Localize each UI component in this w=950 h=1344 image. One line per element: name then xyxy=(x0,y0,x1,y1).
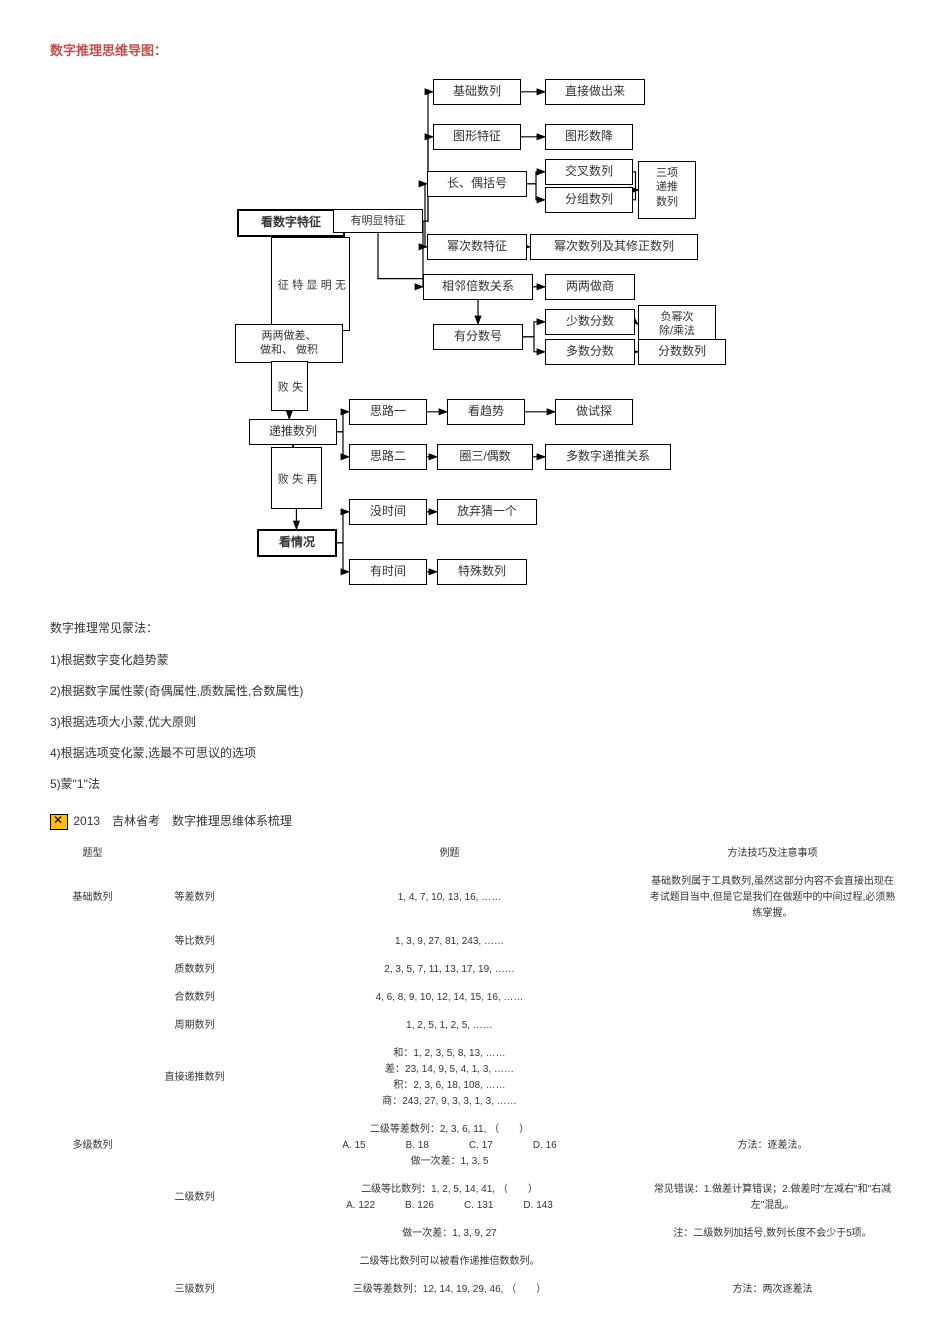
tips-list: 1)根据数字变化趋势蒙 2)根据数字属性蒙(奇偶属性,质数属性,合数属性) 3)… xyxy=(50,651,900,792)
node-mici: 幂次数特征 xyxy=(427,234,527,260)
method-table: 题型 例题 方法技巧及注意事项 基础数列等差数列1, 4, 7, 10, 13,… xyxy=(50,840,900,1304)
node-sanxiang: 三项递推数列 xyxy=(638,161,696,219)
cell xyxy=(135,1248,254,1276)
cell: 方法：两次逐差法 xyxy=(645,1276,900,1304)
cell: 三级等差数列：12, 14, 19, 29, 46, （ ） xyxy=(254,1276,645,1304)
cell: 周期数列 xyxy=(135,1012,254,1040)
node-zhijie: 直接做出来 xyxy=(545,79,645,105)
node-youfen: 有分数号 xyxy=(433,324,523,350)
cell xyxy=(50,1248,135,1276)
cell: 方法：逐差法。 xyxy=(645,1116,900,1176)
th: 题型 xyxy=(50,840,135,868)
cell: 二级数列 xyxy=(135,1176,254,1220)
node-quansan: 圈三/偶数 xyxy=(437,444,533,470)
node-wumi: 无明显特征 xyxy=(271,237,350,331)
cell: 多级数列 xyxy=(50,1116,135,1176)
cell: 三级数列 xyxy=(135,1276,254,1304)
cell xyxy=(50,1176,135,1220)
cell: 做一次差：1, 3, 9, 27 xyxy=(254,1220,645,1248)
cell: 基础数列 xyxy=(50,868,135,928)
node-xianglin: 相邻倍数关系 xyxy=(423,274,533,300)
cell xyxy=(50,1220,135,1248)
cell xyxy=(50,1012,135,1040)
tip-item: 4)根据选项变化蒙,选最不可思议的选项 xyxy=(50,744,900,761)
flowchart: 基础数列直接做出来图形特征图形数降长、偶括号交叉数列分组数列三项递推数列看数字特… xyxy=(175,79,775,589)
cell: 合数数列 xyxy=(135,984,254,1012)
node-jichu: 基础数列 xyxy=(433,79,521,105)
cell: 2, 3, 5, 7, 11, 13, 17, 19, …… xyxy=(254,956,645,984)
node-shibai: 失败 xyxy=(271,361,308,411)
node-changou: 长、偶括号 xyxy=(427,171,527,197)
node-tuxingshuojiang: 图形数降 xyxy=(545,124,633,150)
cell xyxy=(50,956,135,984)
node-meishijian: 没时间 xyxy=(349,499,427,525)
tip-item: 3)根据选项大小蒙,优大原则 xyxy=(50,713,900,730)
node-tuxingtezheng: 图形特征 xyxy=(433,124,521,150)
cell: 注：二级数列加括号,数列长度不会少于5项。 xyxy=(645,1220,900,1248)
node-zaishi: 再失败 xyxy=(271,447,322,509)
cell: 1, 2, 5, 1, 2, 5, …… xyxy=(254,1012,645,1040)
node-silu2: 思路二 xyxy=(349,444,427,470)
cell xyxy=(645,1040,900,1116)
node-kangqushi: 看趋势 xyxy=(447,399,525,425)
cell xyxy=(50,1040,135,1116)
cell xyxy=(50,984,135,1012)
cell: 和：1, 2, 3, 5, 8, 13, ……差：23, 14, 9, 5, 4… xyxy=(254,1040,645,1116)
cell: 1, 3, 9, 27, 81, 243, …… xyxy=(254,928,645,956)
subtitle-row: 2013 吉林省考 数字推理思维体系梳理 xyxy=(50,812,900,830)
cell xyxy=(50,928,135,956)
node-youshijian: 有时间 xyxy=(349,559,427,585)
node-lianglian: 两两做商 xyxy=(545,274,635,300)
page-title: 数字推理思维导图： xyxy=(50,40,900,59)
cell: 1, 4, 7, 10, 13, 16, …… xyxy=(254,868,645,928)
cell xyxy=(50,1276,135,1304)
cell: 4, 6, 8, 9, 10, 12, 14, 15, 16, …… xyxy=(254,984,645,1012)
cell xyxy=(135,1116,254,1176)
node-youmi: 有明显特征 xyxy=(333,209,423,233)
th: 方法技巧及注意事项 xyxy=(645,840,900,868)
node-jiaocha: 交叉数列 xyxy=(545,159,633,185)
tip-item: 5)蒙"1"法 xyxy=(50,775,900,792)
node-duoshu: 多数分数 xyxy=(545,339,635,365)
node-fenzu: 分组数列 xyxy=(545,187,633,213)
th: 例题 xyxy=(254,840,645,868)
node-ditui: 递推数列 xyxy=(249,419,337,445)
node-fangqi: 放弃猜一个 xyxy=(437,499,537,525)
cell xyxy=(135,1220,254,1248)
cell: 等差数列 xyxy=(135,868,254,928)
cell xyxy=(645,1248,900,1276)
cell xyxy=(645,1012,900,1040)
node-shaoshu: 少数分数 xyxy=(545,309,635,335)
node-micisl: 幂次数列及其修正数列 xyxy=(530,234,698,260)
cell: 等比数列 xyxy=(135,928,254,956)
node-teshu: 特殊数列 xyxy=(437,559,527,585)
cell: 质数数列 xyxy=(135,956,254,984)
tips-title: 数字推理常见蒙法： xyxy=(50,619,900,636)
cell xyxy=(645,984,900,1012)
cell: 直接递推数列 xyxy=(135,1040,254,1116)
node-zuoshitan: 做试探 xyxy=(555,399,633,425)
node-fenshu: 分数数列 xyxy=(638,339,726,365)
cell: 二级等差数列：2, 3, 6, 11, （ ）A. 15 B. 18 C. 17… xyxy=(254,1116,645,1176)
tip-item: 2)根据数字属性蒙(奇偶属性,质数属性,合数属性) xyxy=(50,682,900,699)
node-silu1: 思路一 xyxy=(349,399,427,425)
node-liangliang: 两两做差、做和、 做积 xyxy=(235,324,343,363)
cell: 二级等比数列可以被看作递推倍数数列。 xyxy=(254,1248,645,1276)
subtitle-text: 2013 吉林省考 数字推理思维体系梳理 xyxy=(73,814,292,828)
flag-icon xyxy=(50,814,68,830)
th xyxy=(135,840,254,868)
cell: 基础数列属于工具数列,虽然这部分内容不会直接出现在考试题目当中,但是它是我们在做… xyxy=(645,868,900,928)
node-kanshuzi: 看数字特征 xyxy=(237,209,345,237)
cell: 常见错误：1.做差计算错误；2.做差时"左减右"和"右减左"混乱。 xyxy=(645,1176,900,1220)
cell: 二级等比数列：1, 2, 5, 14, 41, （ ）A. 122 B. 126… xyxy=(254,1176,645,1220)
cell xyxy=(645,928,900,956)
node-kanqingkuang: 看情况 xyxy=(257,529,337,557)
node-fumici: 负幂次除/乘法 xyxy=(638,305,716,344)
node-duoshuzi: 多数字递推关系 xyxy=(545,444,671,470)
cell xyxy=(645,956,900,984)
tip-item: 1)根据数字变化趋势蒙 xyxy=(50,651,900,668)
